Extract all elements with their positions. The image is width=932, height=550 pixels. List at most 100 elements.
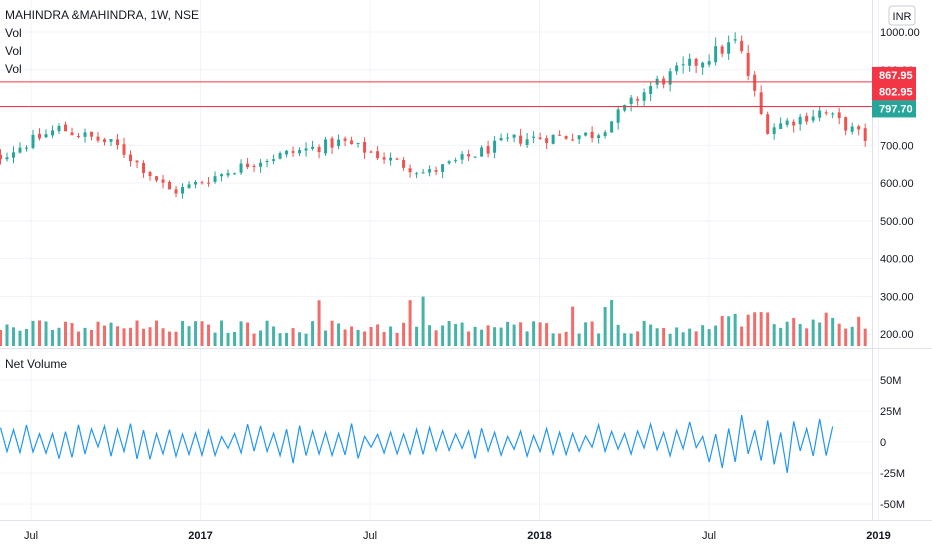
volume-bar <box>213 332 217 346</box>
candle-body <box>382 157 386 160</box>
candle-body <box>64 124 68 132</box>
volume-bar <box>324 330 328 346</box>
volume-bar <box>25 328 29 346</box>
volume-bar <box>740 326 744 346</box>
volume-bar <box>701 325 705 346</box>
candle-body <box>350 140 354 145</box>
candle-body <box>590 131 594 138</box>
volume-bar <box>57 327 61 346</box>
time-tick-label: 2019 <box>866 530 890 542</box>
volume-bar <box>714 325 718 346</box>
price-badge-label: 797.70 <box>879 103 913 115</box>
volume-label-3[interactable]: Vol <box>5 62 22 76</box>
volume-bar <box>395 332 399 346</box>
volume-bar <box>220 320 224 346</box>
candle-body <box>135 160 139 163</box>
volume-bar <box>805 328 809 346</box>
candle-body <box>863 128 867 141</box>
volume-bar <box>662 327 666 346</box>
volume-bar <box>285 332 289 346</box>
currency-badge[interactable] <box>888 5 916 26</box>
price-badge-label: 802.95 <box>879 86 913 98</box>
volume-label-1[interactable]: Vol <box>5 26 22 40</box>
candle-body <box>90 131 94 137</box>
candle-body <box>584 132 588 136</box>
candle-body <box>44 134 48 138</box>
volume-bar <box>616 324 620 346</box>
candle-body <box>259 162 263 167</box>
volume-bar <box>499 327 503 346</box>
volume-bar <box>837 323 841 346</box>
volume-bar <box>811 319 815 346</box>
volume-bar <box>694 331 698 346</box>
candle-body <box>558 134 562 136</box>
candle-body <box>200 182 204 184</box>
candle-body <box>421 172 425 174</box>
volume-bar <box>746 314 750 346</box>
volume-bar <box>545 323 549 346</box>
candle-body <box>12 152 16 158</box>
price-tick-label: 500.00 <box>880 216 914 228</box>
candle-body <box>343 138 347 141</box>
volume-bar <box>12 327 16 346</box>
candle-body <box>792 121 796 126</box>
net-volume-tick-label: 25M <box>880 406 901 418</box>
volume-bar <box>603 306 607 346</box>
candle-body <box>129 154 133 162</box>
volume-bar <box>402 322 406 346</box>
volume-bar <box>181 321 185 346</box>
volume-bar <box>168 331 172 346</box>
candle-body <box>70 132 74 136</box>
candle-body <box>486 146 490 154</box>
candle-body <box>519 135 523 144</box>
candle-body <box>330 138 334 148</box>
volume-bar <box>83 327 87 346</box>
candle-body <box>649 85 653 95</box>
net-volume-label[interactable]: Net Volume <box>5 357 67 371</box>
volume-label-2[interactable]: Vol <box>5 44 22 58</box>
volume-bar <box>70 323 74 346</box>
candle-body <box>291 151 295 153</box>
volume-bar <box>525 331 529 346</box>
volume-bar <box>382 331 386 346</box>
time-tick-label: 2018 <box>527 530 551 542</box>
candle-body <box>733 39 737 41</box>
volume-bar <box>298 332 302 346</box>
volume-bar <box>434 330 438 346</box>
horizontal-lines[interactable] <box>0 81 872 107</box>
candle-body <box>766 114 770 134</box>
candle-body <box>252 166 256 168</box>
volume-bar <box>194 321 198 346</box>
candle-body <box>161 179 165 183</box>
chart-title[interactable]: MAHINDRA &MAHINDRA, 1W, NSE <box>5 8 199 22</box>
volume-bar <box>857 316 861 346</box>
price-tick-label: 600.00 <box>880 178 914 190</box>
price-tick-label: 300.00 <box>880 291 914 303</box>
volume-bar <box>512 324 516 346</box>
volume-bar <box>551 333 555 346</box>
price-badge <box>872 83 916 101</box>
volume-bar <box>707 329 711 346</box>
volume-bar <box>818 322 822 346</box>
net-volume-axis[interactable]: 50M 25M 0 -25M -50M <box>880 375 905 511</box>
volume-bar <box>337 323 341 346</box>
candle-body <box>811 116 815 121</box>
volume-bar <box>597 333 601 346</box>
volume-bar <box>454 323 458 346</box>
candle-body <box>720 46 724 54</box>
volume-bar <box>681 332 685 346</box>
time-axis[interactable]: Jul2017Jul2018Jul2019Jul2020Jul2021Jul <box>24 530 932 542</box>
volume-bar <box>51 329 55 346</box>
candle-body <box>83 132 87 137</box>
volume-bar <box>96 321 100 346</box>
volume-bar <box>564 331 568 346</box>
volume-bar <box>363 331 367 346</box>
candle-body <box>213 176 217 182</box>
volume-bar <box>675 327 679 346</box>
candle-body <box>460 154 464 160</box>
candle-body <box>408 168 412 173</box>
candle-body <box>857 126 861 130</box>
candle-body <box>148 172 152 177</box>
candle-body <box>317 147 321 153</box>
